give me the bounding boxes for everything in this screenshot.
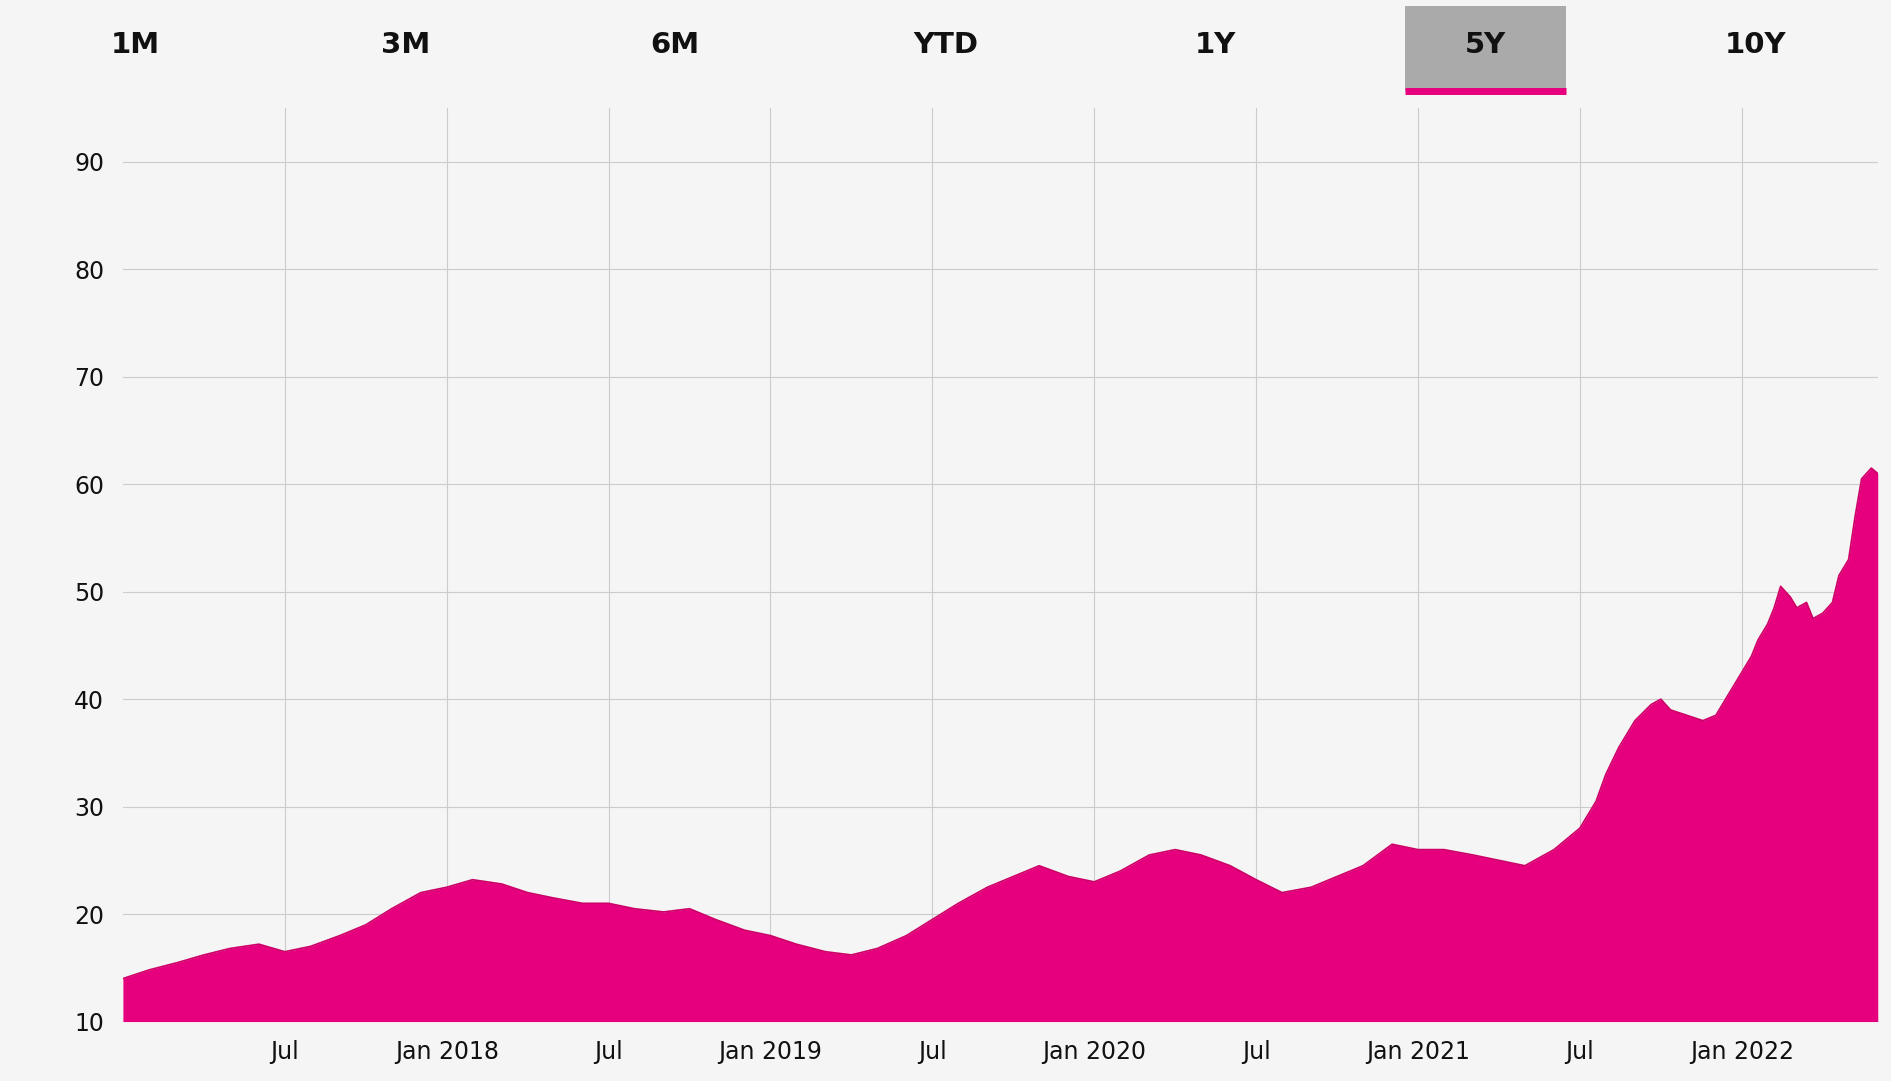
- Bar: [1405, 5, 1566, 92]
- Text: 3M: 3M: [380, 30, 429, 58]
- Text: 10Y: 10Y: [1725, 30, 1787, 58]
- Text: YTD: YTD: [913, 30, 978, 58]
- Text: 1M: 1M: [110, 30, 159, 58]
- Text: 1Y: 1Y: [1195, 30, 1237, 58]
- Text: 5Y: 5Y: [1466, 30, 1507, 58]
- Text: 6M: 6M: [651, 30, 700, 58]
